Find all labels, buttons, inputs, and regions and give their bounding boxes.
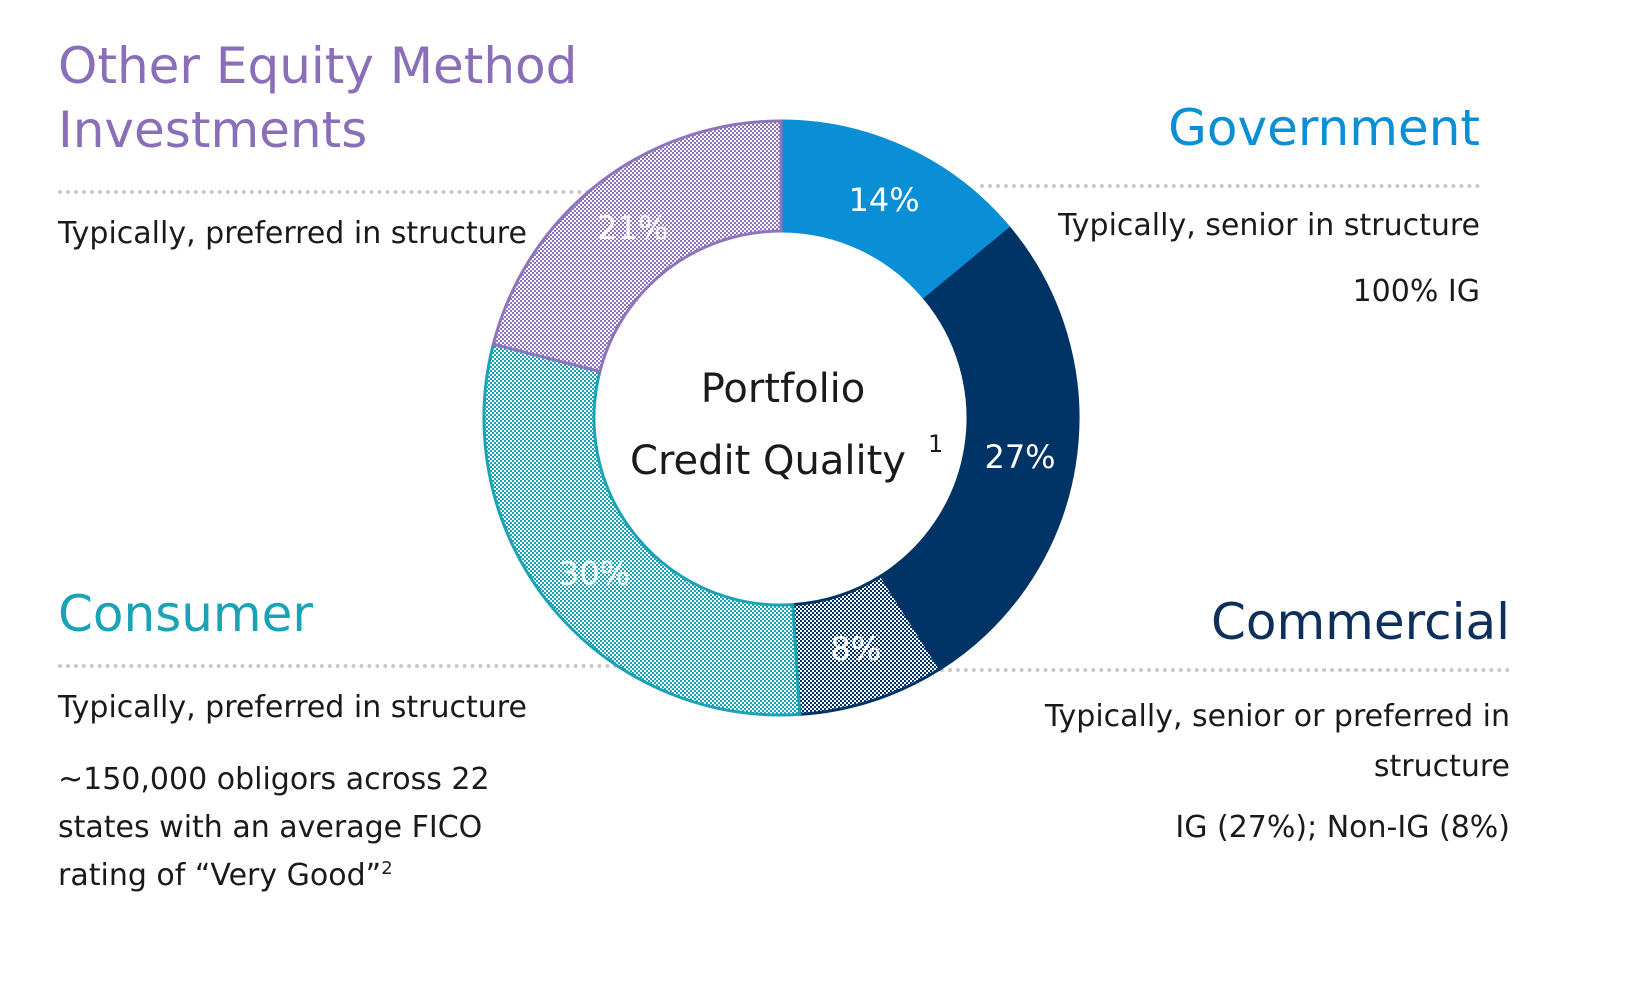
commercial-title: Commercial [1210, 593, 1510, 651]
other-equity-title: Other Equity Method Investments [58, 34, 577, 162]
consumer-title: Consumer [58, 585, 313, 643]
consumer-footnote: 2 [381, 858, 393, 879]
consumer-detail-line1: ~150,000 obligors across 22 [58, 762, 490, 797]
donut-slices [482, 119, 1080, 717]
commercial-desc-line2: structure [1373, 749, 1510, 784]
donut-slice-other-equity-method-investments [491, 119, 783, 374]
chart-title-line1: Portfolio [701, 366, 866, 412]
consumer-divider [58, 664, 618, 668]
slice-label-commercial-ig: 27% [984, 438, 1055, 476]
chart-title-line2-text: Credit Quality [630, 438, 906, 484]
consumer-detail-line3: rating of “Very Good” [58, 858, 382, 893]
government-title: Government [1168, 99, 1480, 157]
government-detail: 100% IG [1352, 274, 1480, 309]
consumer-detail-line2: states with an average FICO [58, 810, 483, 845]
commercial-divider [940, 668, 1510, 672]
donut-slice-commercial-ig [879, 226, 1080, 671]
chart-title-footnote: 1 [928, 430, 943, 458]
slice-label-commercial-non-ig: 8% [830, 630, 881, 668]
slice-label-government: 14% [848, 181, 919, 219]
slice-label-consumer: 30% [559, 554, 630, 592]
donut-slice-consumer [482, 342, 802, 717]
commercial-desc-line1: Typically, senior or preferred in [1044, 699, 1510, 734]
commercial-desc: Typically, senior or preferred in struct… [1045, 692, 1510, 792]
other-equity-title-line1: Other Equity Method [58, 37, 578, 95]
government-divider [980, 184, 1480, 188]
commercial-detail: IG (27%); Non-IG (8%) [1175, 810, 1510, 845]
consumer-detail: ~150,000 obligors across 22 states with … [58, 756, 490, 900]
other-equity-title-line2: Investments [58, 101, 368, 159]
government-desc: Typically, senior in structure [1058, 208, 1480, 243]
consumer-desc: Typically, preferred in structure [58, 690, 527, 725]
other-equity-desc: Typically, preferred in structure [58, 216, 527, 251]
slice-label-other-equity-method-investments: 21% [597, 209, 668, 247]
donut-slice-labels: 14% 27% 8% 30% 21% [559, 181, 1056, 668]
other-equity-divider [58, 190, 598, 194]
chart-title-line2: Credit Quality [630, 438, 906, 484]
